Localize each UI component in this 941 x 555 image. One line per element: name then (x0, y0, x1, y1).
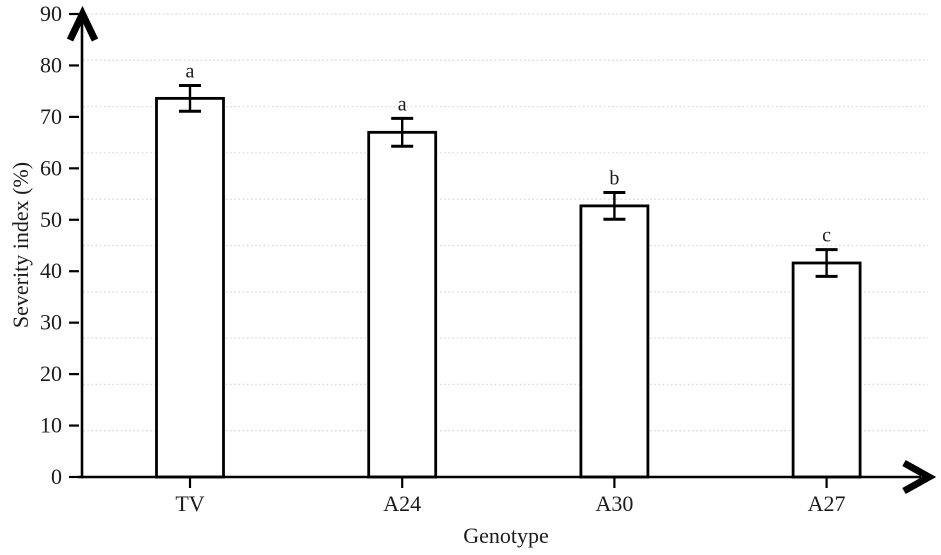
y-tick-label-70: 70 (40, 104, 62, 129)
bar-A24 (367, 130, 438, 479)
x-axis-title: Genotype (463, 523, 549, 548)
sig-letter-A24: a (398, 93, 407, 115)
x-tick-label-A27: A27 (808, 491, 846, 516)
x-tick-label-A30: A30 (595, 491, 633, 516)
y-tick-label-20: 20 (40, 361, 62, 386)
x-tick-label-A24: A24 (383, 491, 421, 516)
sig-letter-TV: a (186, 61, 195, 83)
x-tick-label-TV: TV (175, 491, 204, 516)
y-tick-label-50: 50 (40, 207, 62, 232)
y-tick-label-90: 90 (40, 1, 62, 26)
y-tick-label-80: 80 (40, 52, 62, 77)
bar-TV (155, 96, 225, 479)
sig-letter-A27: c (822, 225, 831, 247)
x-axis-arrow-icon (902, 459, 937, 495)
y-axis-arrow-icon (66, 5, 99, 42)
y-tick-label-60: 60 (40, 155, 62, 180)
bar-A27 (791, 261, 862, 479)
y-tick-label-0: 0 (51, 464, 62, 489)
y-tick-label-40: 40 (40, 258, 62, 283)
y-axis-title: Severity index (%) (8, 161, 33, 329)
sig-letter-A30: b (609, 168, 619, 190)
y-tick-label-10: 10 (40, 413, 62, 438)
bar-A30 (579, 204, 650, 479)
y-tick-label-30: 30 (40, 310, 62, 335)
